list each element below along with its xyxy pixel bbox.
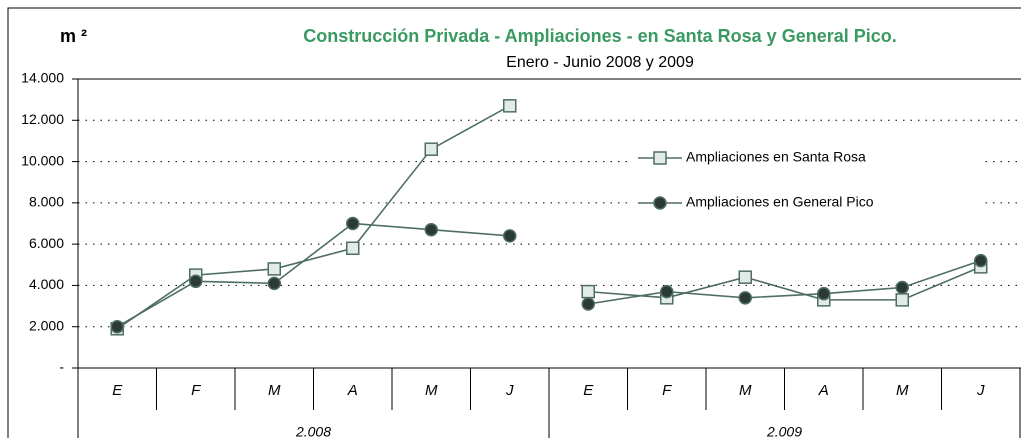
series-line [116, 105, 511, 330]
marker [895, 280, 909, 295]
group-label: 2.009 [766, 424, 802, 438]
marker [738, 270, 752, 284]
x-tick-label: F [662, 382, 672, 399]
series-line [588, 266, 982, 301]
series-line [116, 222, 510, 328]
x-tick-label: M [425, 382, 438, 399]
x-tick-label: M [896, 382, 909, 399]
marker [110, 319, 124, 334]
marker [738, 291, 752, 305]
y-tick-label: 6.000 [29, 235, 64, 251]
y-tick-label: 8.000 [29, 194, 64, 210]
x-tick-label: M [739, 382, 752, 399]
x-tick-label: J [505, 382, 514, 399]
marker [974, 253, 988, 268]
chart-border [7, 7, 1021, 438]
chart-subtitle: Enero - Junio 2008 y 2009 [506, 54, 694, 71]
plot-area [77, 78, 1021, 369]
legend-label: Ampliaciones en General Pico [686, 194, 874, 210]
x-tick-label: J [976, 382, 985, 399]
marker [189, 274, 203, 289]
marker [503, 229, 517, 243]
y-tick-label: - [59, 359, 64, 375]
marker [817, 286, 831, 301]
marker [267, 276, 281, 291]
y-axis-label: m ² [60, 26, 87, 46]
x-tick-label: E [112, 382, 123, 399]
marker [581, 284, 595, 299]
marker [503, 99, 517, 113]
chart-title: Construcción Privada - Ampliaciones - en… [303, 26, 897, 46]
y-tick-label: 2.000 [29, 317, 64, 333]
marker [660, 284, 674, 299]
legend-marker [653, 196, 667, 210]
legend-label: Ampliaciones en Santa Rosa [686, 149, 866, 165]
marker [895, 293, 909, 307]
y-tick-label: 4.000 [29, 276, 64, 292]
marker [346, 241, 360, 256]
legend-box [632, 140, 982, 222]
y-tick-label: 12.000 [21, 111, 64, 127]
y-tick-label: 14.000 [21, 70, 64, 86]
x-tick-label: E [583, 382, 594, 399]
marker [346, 216, 360, 231]
marker [267, 262, 281, 276]
marker [581, 297, 595, 311]
marker [424, 142, 438, 156]
series-line [588, 259, 982, 305]
x-tick-label: A [818, 382, 829, 399]
legend-marker [653, 151, 667, 165]
x-tick-label: F [191, 382, 201, 399]
y-tick-label: 10.000 [21, 152, 64, 168]
x-tick-label: A [347, 382, 358, 399]
group-label: 2.008 [295, 424, 331, 438]
marker [424, 222, 438, 237]
x-tick-label: M [268, 382, 281, 399]
